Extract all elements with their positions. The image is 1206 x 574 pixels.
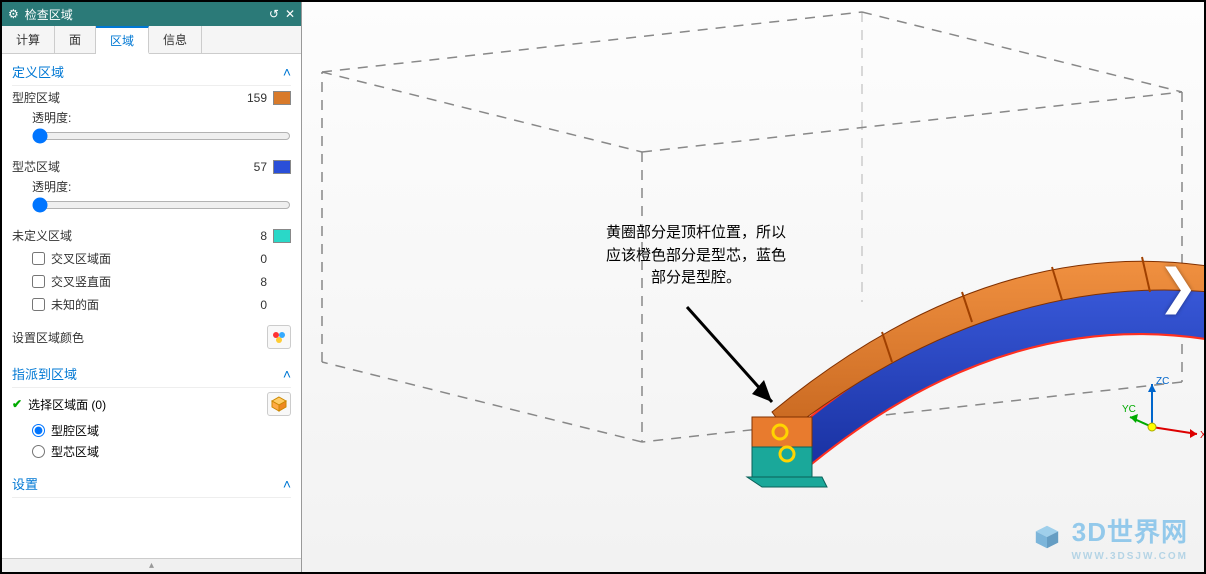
radio-cavity-row[interactable]: 型腔区域 (12, 420, 291, 441)
tab-face[interactable]: 面 (55, 26, 96, 53)
row-unknown: 未知的面 0 (12, 293, 291, 316)
axis-x-label: XC (1200, 430, 1204, 441)
cube-icon (271, 396, 287, 412)
viewport-3d[interactable]: 黄圈部分是顶杆位置，所以 应该橙色部分是型芯，蓝色 部分是型腔。 XC YC Z… (302, 2, 1204, 572)
row-cavity: 型腔区域 159 (12, 86, 291, 109)
axis-z-label: ZC (1156, 376, 1169, 387)
section-define-header[interactable]: 定义区域 ˄ (12, 58, 291, 86)
unknown-value: 0 (237, 298, 267, 312)
row-core: 型芯区域 57 (12, 155, 291, 178)
tab-region[interactable]: 区域 (96, 26, 149, 54)
tab-bar: 计算 面 区域 信息 (2, 26, 301, 54)
section-assign: 指派到区域 ˄ ✔ 选择区域面 (0) 型腔区域 型芯区域 (2, 356, 301, 466)
section-assign-title: 指派到区域 (12, 364, 77, 383)
watermark-title: 3D世界网 (1072, 517, 1188, 547)
annotation-arrow (682, 302, 792, 422)
row-cross-vert: 交叉竖直面 8 (12, 270, 291, 293)
watermark-url: WWW.3DSJW.COM (1033, 551, 1188, 562)
undo-icon[interactable]: ↺ (269, 7, 279, 21)
undef-value: 8 (237, 229, 267, 243)
annotation-l1: 黄圈部分是顶杆位置，所以 (606, 222, 786, 245)
row-cross-face: 交叉区域面 0 (12, 247, 291, 270)
unknown-check[interactable] (32, 298, 45, 311)
section-settings-header[interactable]: 设置 ˄ (12, 470, 291, 498)
panel-title: 检查区域 (25, 6, 263, 23)
cavity-value: 159 (237, 91, 267, 105)
section-settings: 设置 ˄ (2, 466, 301, 502)
unknown-label: 未知的面 (51, 296, 237, 313)
cross-face-label: 交叉区域面 (51, 250, 237, 267)
chevron-up-icon: ˄ (283, 476, 291, 492)
radio-core-row[interactable]: 型芯区域 (12, 441, 291, 462)
cross-face-check[interactable] (32, 252, 45, 265)
cavity-slider[interactable] (12, 128, 291, 149)
cavity-trans-label: 透明度: (12, 109, 291, 126)
section-assign-header[interactable]: 指派到区域 ˄ (12, 360, 291, 388)
set-color-button[interactable] (267, 325, 291, 349)
core-slider[interactable] (12, 197, 291, 218)
radio-cavity-label: 型腔区域 (51, 422, 99, 439)
tab-compute[interactable]: 计算 (2, 26, 55, 53)
watermark-cube-icon (1033, 523, 1061, 551)
undef-swatch[interactable] (273, 229, 291, 243)
chevron-up-icon: ˄ (283, 64, 291, 80)
panel-resize-grip[interactable]: ▴ (2, 558, 301, 572)
annotation-l2: 应该橙色部分是型芯，蓝色 (606, 245, 786, 268)
select-faces-button[interactable] (267, 392, 291, 416)
watermark: 3D世界网 WWW.3DSJW.COM (1033, 512, 1188, 562)
core-value: 57 (237, 160, 267, 174)
coordinate-triad: XC YC ZC (1122, 372, 1204, 452)
core-label: 型芯区域 (12, 158, 237, 175)
cross-vert-check[interactable] (32, 275, 45, 288)
core-swatch[interactable] (273, 160, 291, 174)
cavity-label: 型腔区域 (12, 89, 237, 106)
section-define: 定义区域 ˄ 型腔区域 159 透明度: 型芯区域 57 透明度: 未定义区域 … (2, 54, 301, 356)
select-faces-label: 选择区域面 (0) (28, 396, 267, 413)
check-icon: ✔ (12, 397, 22, 411)
undef-label: 未定义区域 (12, 227, 237, 244)
axis-y-label: YC (1122, 404, 1136, 415)
radio-cavity[interactable] (32, 424, 45, 437)
cavity-swatch[interactable] (273, 91, 291, 105)
cross-face-value: 0 (237, 252, 267, 266)
cross-vert-value: 8 (237, 275, 267, 289)
row-set-color: 设置区域颜色 (12, 322, 291, 352)
panel-header: ⚙ 检查区域 ↺ ✕ (2, 2, 301, 26)
chevron-up-icon: ˄ (283, 366, 291, 382)
row-undef: 未定义区域 8 (12, 224, 291, 247)
core-trans-label: 透明度: (12, 178, 291, 195)
palette-icon (271, 329, 287, 345)
select-faces-row[interactable]: ✔ 选择区域面 (0) (12, 388, 291, 420)
radio-core[interactable] (32, 445, 45, 458)
cross-vert-label: 交叉竖直面 (51, 273, 237, 290)
radio-core-label: 型芯区域 (51, 443, 99, 460)
inspection-panel: ⚙ 检查区域 ↺ ✕ 计算 面 区域 信息 定义区域 ˄ 型腔区域 159 透明… (2, 2, 302, 572)
tab-info[interactable]: 信息 (149, 26, 202, 53)
section-settings-title: 设置 (12, 474, 38, 493)
annotation-l3: 部分是型腔。 (606, 267, 786, 290)
gear-icon[interactable]: ⚙ (8, 7, 19, 21)
next-arrow[interactable]: ❯ (1158, 259, 1198, 315)
set-color-label: 设置区域颜色 (12, 329, 267, 346)
close-icon[interactable]: ✕ (285, 7, 295, 21)
section-define-title: 定义区域 (12, 62, 64, 81)
annotation-text: 黄圈部分是顶杆位置，所以 应该橙色部分是型芯，蓝色 部分是型腔。 (606, 222, 786, 290)
mold-part (732, 222, 1204, 502)
